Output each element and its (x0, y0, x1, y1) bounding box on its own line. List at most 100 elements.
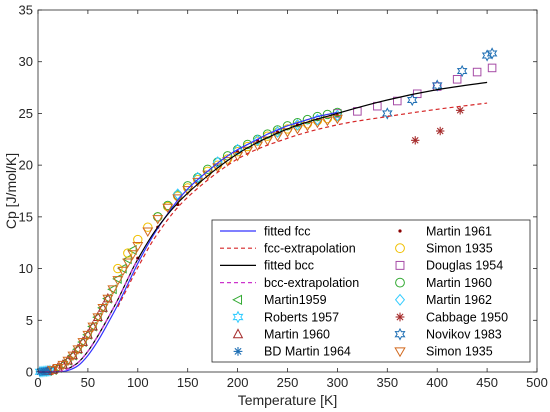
data-point (456, 64, 468, 78)
data-point (272, 125, 283, 135)
series-13-markers (411, 106, 465, 145)
legend-label: bcc-extrapolation (264, 276, 359, 290)
x-tick-label: 50 (81, 375, 95, 390)
plot-frame (37, 9, 538, 373)
data-point (233, 347, 243, 356)
data-point (282, 121, 293, 131)
data-point (152, 215, 164, 225)
y-axis-label: Cp [J/mol/K] (3, 153, 19, 229)
data-point (183, 181, 193, 191)
data-point (395, 312, 405, 322)
data-point (97, 302, 107, 313)
data-point (72, 343, 83, 354)
data-point (395, 260, 405, 270)
y-tick-label: 35 (19, 3, 33, 18)
y-tick-label: 20 (19, 158, 33, 173)
x-tick-label: 150 (177, 375, 199, 390)
data-point (102, 292, 113, 303)
data-point (143, 222, 153, 232)
y-tick-label: 25 (19, 106, 33, 121)
data-point (232, 151, 244, 162)
data-point (82, 329, 92, 340)
data-point (452, 75, 462, 84)
data-point (262, 129, 273, 139)
legend-label: Martin1959 (264, 293, 327, 307)
data-point (487, 63, 497, 73)
data-point (395, 277, 405, 288)
data-point (212, 163, 224, 173)
legend-label: Martin 1961 (426, 224, 492, 238)
data-point (82, 329, 93, 339)
legend-entry: fitted bcc (220, 259, 314, 273)
legend-box (211, 219, 531, 363)
legend-entry: fitted fcc (220, 224, 311, 238)
data-point (62, 356, 74, 367)
data-point (123, 248, 133, 258)
data-point (232, 294, 243, 306)
data-point (292, 118, 303, 128)
data-point (394, 327, 406, 341)
data-point (302, 114, 313, 125)
x-tick-label: 200 (227, 375, 249, 390)
legend-label: Simon 1935 (426, 242, 493, 256)
data-point (77, 336, 87, 348)
data-point (133, 234, 143, 245)
data-point (47, 366, 59, 376)
series-0-line (37, 111, 338, 373)
series-15-markers (47, 114, 343, 376)
data-point (232, 310, 244, 324)
legend-entry: Simon 1935 (395, 242, 493, 256)
data-point (127, 250, 139, 260)
legend-label: Martin 1960 (264, 328, 330, 342)
y-tick-label: 0 (26, 365, 33, 380)
data-point (92, 312, 102, 323)
data-point (87, 321, 97, 332)
data-point (132, 241, 144, 252)
data-point (97, 304, 109, 314)
data-point (72, 344, 82, 355)
data-point (117, 266, 129, 277)
data-point (67, 351, 79, 362)
legend-entry: Douglas 1954 (395, 259, 503, 273)
data-point (431, 79, 443, 92)
legend-label: Simon 1935 (426, 345, 493, 359)
data-point (97, 302, 108, 312)
data-point (62, 354, 73, 365)
data-point (395, 243, 405, 254)
x-axis-label: Temperature [K] (238, 392, 338, 408)
x-tick-label: 0 (34, 375, 41, 390)
legend-entry: Roberts 1957 (232, 310, 339, 324)
data-point (102, 294, 114, 305)
data-point (381, 107, 393, 120)
x-tick-label: 500 (526, 375, 548, 390)
legend-label: Martin 1960 (426, 276, 492, 290)
data-point (82, 330, 94, 341)
legend-label: fitted fcc (264, 224, 311, 238)
data-point (312, 111, 323, 122)
x-tick-label: 450 (476, 375, 498, 390)
data-point (87, 322, 99, 333)
data-point (435, 126, 445, 136)
x-tick-label: 250 (277, 375, 299, 390)
legend-label: BD Martin 1964 (264, 345, 351, 359)
data-point (72, 345, 84, 355)
data-point (57, 360, 69, 371)
series-14-markers (381, 47, 498, 120)
data-point (162, 203, 174, 214)
data-point (67, 349, 78, 360)
data-point (87, 320, 98, 331)
data-point (113, 263, 123, 274)
data-point (52, 364, 64, 374)
data-point (481, 49, 493, 62)
x-tick-label: 100 (127, 375, 149, 390)
data-point (57, 359, 67, 370)
data-point (112, 276, 124, 286)
legend-entry: Martin 1962 (394, 293, 492, 307)
data-point (486, 47, 498, 60)
legend-entry: bcc-extrapolation (220, 276, 359, 290)
legend-entry: Martin 1960 (395, 276, 492, 290)
legend-entry: BD Martin 1964 (233, 345, 351, 359)
y-axis-ticks: 0 5 10 15 20 25 30 35 (19, 3, 537, 380)
data-point (398, 229, 402, 233)
data-point (77, 336, 88, 346)
